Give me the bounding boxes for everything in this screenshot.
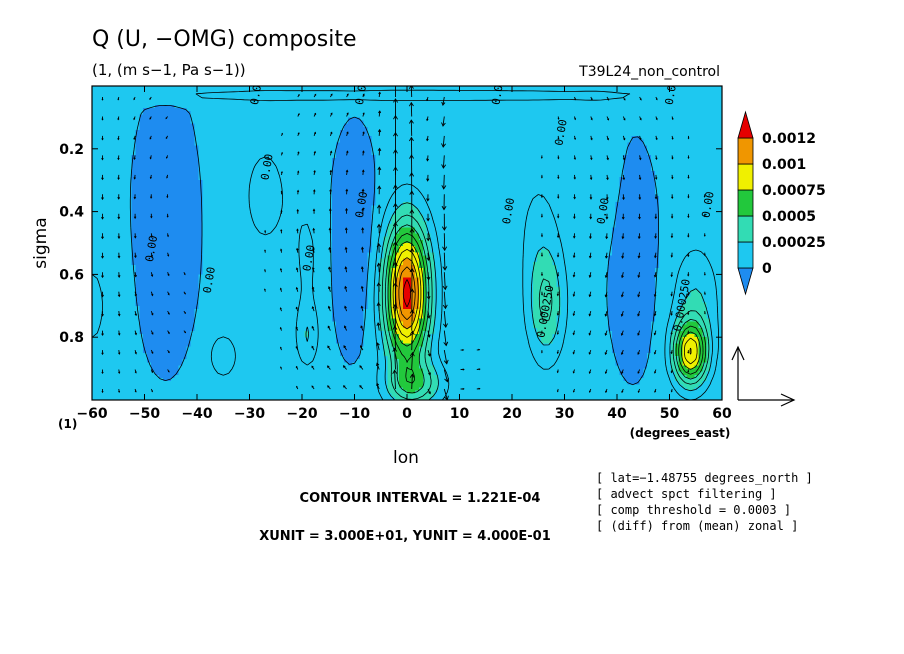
x-tick-label: 50	[660, 406, 680, 422]
contour-label: 0.00	[143, 235, 160, 263]
y-unit-label: (1)	[58, 417, 77, 431]
colorbar-swatch	[737, 241, 754, 269]
contour-interval: CONTOUR INTERVAL = 1.221E-04	[300, 491, 541, 506]
x-tick-label: −40	[181, 406, 212, 422]
y-axis-label: sigma	[31, 217, 51, 268]
contour-label: 0.00	[500, 197, 517, 225]
colorbar-swatch	[737, 110, 754, 139]
colorbar-swatch	[737, 137, 754, 165]
x-tick-label: 30	[555, 406, 575, 422]
contour-label: 0.00	[248, 78, 265, 106]
info-line-3: [ comp threshold = 0.0003 ]	[596, 503, 791, 517]
vector-units: XUNIT = 3.000E+01, YUNIT = 4.000E-01	[259, 529, 551, 544]
contour-lines	[92, 89, 719, 400]
colorbar-label: 0.001	[762, 157, 806, 173]
info-line-2: [ advect spct filtering ]	[596, 487, 777, 501]
x-tick-label: −30	[234, 406, 265, 422]
contour-label: 0.00	[699, 191, 716, 219]
contour-label: 0.00	[300, 244, 317, 272]
x-tick-label: 10	[450, 406, 470, 422]
contour-label: 0.00	[353, 191, 370, 219]
contour-label: 0.00	[663, 78, 680, 106]
x-tick-label: −50	[129, 406, 160, 422]
y-tick-label: 0.6	[59, 267, 84, 283]
x-tick-label: 20	[502, 406, 522, 422]
x-tick-label: −20	[286, 406, 317, 422]
x-tick-label: −60	[76, 406, 107, 422]
reference-vector	[731, 345, 796, 407]
run-label: T39L24_non_control	[578, 64, 720, 80]
colorbar-swatch	[737, 189, 754, 217]
colorbar-label: 0.00075	[762, 183, 826, 199]
y-axis: 0.2 0.4 0.6 0.8	[59, 142, 722, 346]
wind-vectors	[101, 86, 706, 400]
contour-label: 0.00	[353, 78, 370, 106]
info-line-1: [ lat=−1.48755 degrees_north ]	[596, 471, 813, 485]
x-tick-label: 40	[607, 406, 627, 422]
x-tick-label: −10	[339, 406, 370, 422]
chart-subtitle: (1, (m s−1, Pa s−1))	[92, 61, 246, 79]
colorbar-label: 0	[762, 261, 772, 277]
colorbar-swatch	[737, 215, 754, 243]
x-tick-label: 60	[712, 406, 732, 422]
x-tick-label: 0	[402, 406, 412, 422]
y-tick-label: 0.8	[59, 330, 84, 346]
colorbar-swatch	[737, 267, 754, 296]
colorbar-swatch	[737, 163, 754, 191]
contour-label: 0.00	[489, 78, 506, 106]
contour-label: 0.00	[201, 266, 218, 294]
x-unit-label: (degrees_east)	[630, 426, 731, 441]
contour-label: 0.00	[594, 197, 611, 225]
colorbar-label: 0.00025	[762, 235, 826, 251]
colorbar-label: 0.0012	[762, 131, 816, 147]
colorbar-label: 0.0005	[762, 209, 816, 225]
colorbar: 0 0.00025 0.0005 0.00075 0.001 0.0012	[737, 110, 826, 296]
y-tick-label: 0.4	[59, 205, 84, 221]
info-line-4: [ (diff) from (mean) zonal ]	[596, 519, 798, 533]
contour-label: 0.00	[552, 118, 569, 146]
chart-title: Q (U, −OMG) composite	[92, 27, 356, 52]
x-axis: −60 −50 −40 −30 −20 −10 0 10 20 30 40 50 60	[76, 86, 732, 422]
contour-label: 0.00	[258, 153, 275, 181]
x-axis-label: lon	[393, 448, 419, 468]
y-tick-label: 0.2	[59, 142, 84, 158]
